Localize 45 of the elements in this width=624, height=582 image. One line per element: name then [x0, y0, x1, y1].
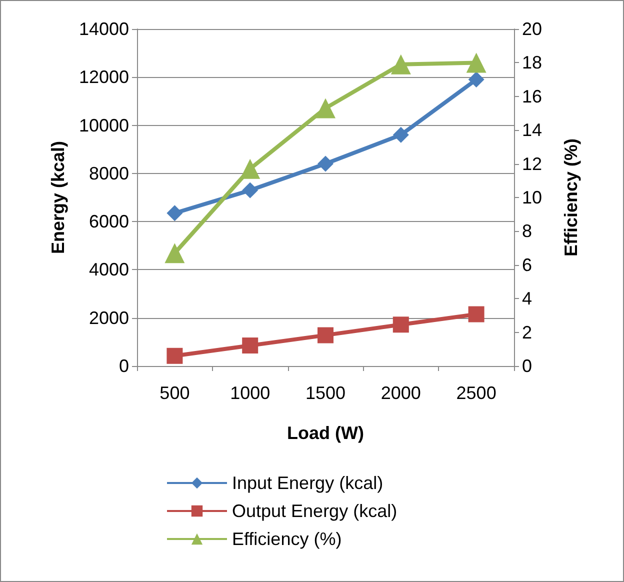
point	[318, 327, 334, 344]
y2-tick-label: 2	[522, 322, 532, 342]
point	[166, 205, 183, 222]
point	[166, 348, 183, 364]
y-tick-label: 4000	[88, 260, 129, 280]
y2-tick-label: 18	[522, 52, 542, 73]
y-tick-label: 6000	[88, 212, 129, 232]
legend-label: Efficiency (%)	[232, 529, 342, 549]
x-tick-label: 2500	[456, 383, 496, 403]
point	[242, 338, 258, 354]
y2-tick-label: 14	[522, 120, 542, 140]
y2-tick-label: 12	[522, 154, 542, 174]
y2-axis-title: Efficiency (%)	[561, 138, 581, 257]
y-tick-label: 0	[118, 356, 129, 376]
point	[390, 54, 411, 74]
y-tick-label: 12000	[78, 67, 129, 88]
y2-tick-label: 4	[522, 288, 532, 309]
point	[240, 158, 260, 179]
y2-tick-label: 16	[522, 86, 542, 106]
y-tick-label: 8000	[88, 163, 129, 184]
y-tick-label: 2000	[88, 308, 129, 328]
y2-tick-label: 20	[522, 19, 542, 39]
point	[164, 243, 185, 264]
point	[318, 156, 334, 172]
point	[392, 126, 409, 143]
point	[466, 52, 486, 73]
y2-tick-label: 10	[522, 188, 542, 208]
point	[392, 316, 409, 333]
x-tick-label: 2000	[380, 383, 421, 403]
x-tick-label: 1000	[230, 383, 270, 403]
legend-label: Output Energy (kcal)	[232, 501, 398, 521]
y-axis-title: Energy (kcal)	[48, 140, 68, 254]
x-tick-label: 500	[160, 383, 190, 403]
point	[316, 98, 336, 118]
y2-tick-label: 6	[522, 254, 532, 275]
y2-tick-label: 8	[522, 221, 532, 242]
legend-label: Input Energy (kcal)	[232, 473, 384, 493]
y-tick-label: 10000	[78, 115, 129, 136]
point	[468, 306, 484, 322]
x-axis-title: Load (W)	[287, 423, 364, 443]
point	[242, 182, 258, 198]
point	[468, 72, 484, 88]
x-tick-label: 1500	[305, 383, 346, 403]
y-tick-label: 14000	[78, 19, 129, 39]
y2-tick-label: 0	[522, 356, 532, 376]
